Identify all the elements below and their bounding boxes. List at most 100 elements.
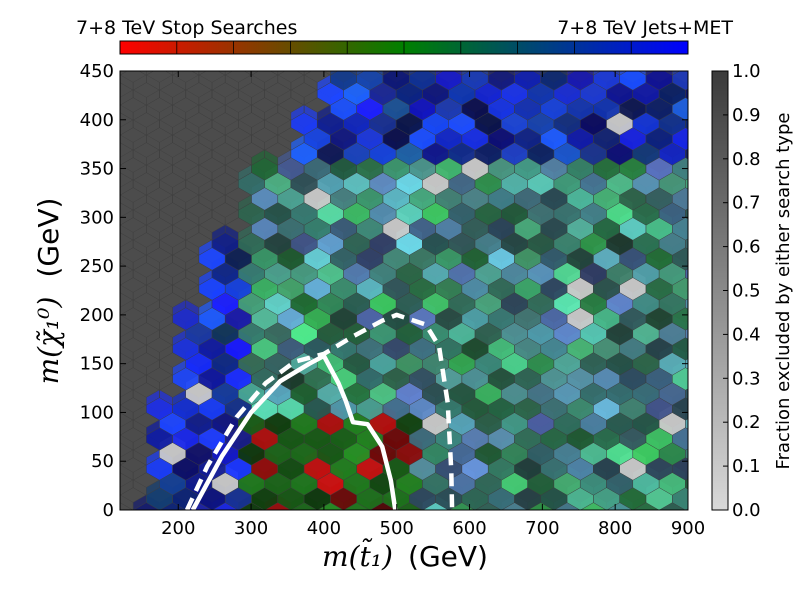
hex-cell [375, 71, 391, 76]
hex-cell [685, 110, 688, 130]
hex-cell [146, 71, 173, 91]
x-tick-label: 700 [525, 518, 559, 539]
hex-cell [685, 320, 688, 340]
hex-cell [132, 509, 135, 510]
side-colorbar-label: Fraction excluded by either search type [773, 113, 794, 470]
hex-cell [685, 350, 688, 370]
contour-dashed [184, 312, 455, 510]
y-axis-title-unit: (GeV) [32, 198, 65, 278]
hex-cell [658, 509, 660, 510]
hex-cell [81, 375, 107, 405]
x-axis: 200 300 400 500 600 700 800 900 [161, 71, 705, 539]
hex-cell [461, 71, 489, 91]
side-colorbar-tick-label: 0.9 [732, 105, 761, 126]
hex-cell [198, 71, 226, 91]
y-tick-label: 250 [80, 256, 114, 277]
hex-cell [217, 71, 233, 76]
x-tick-label: 900 [671, 518, 705, 539]
y-tick-label: 200 [80, 305, 114, 326]
hex-cell [330, 71, 357, 91]
hex-cell [685, 470, 688, 490]
hex-cell [120, 187, 121, 203]
side-colorbar-tick-label: 0.2 [732, 412, 761, 433]
y-axis-title-math: m(χ̃₁⁰) [32, 297, 65, 385]
y-tick-label: 50 [91, 451, 114, 472]
side-colorbar-tick-label: 0.6 [732, 237, 761, 258]
hex-cell [514, 71, 542, 91]
top-colorbar-ticks [176, 41, 632, 54]
hex-cell [427, 71, 444, 76]
hex-cell [81, 225, 107, 255]
y-tick-label: 350 [80, 159, 114, 180]
hex-cell [685, 380, 688, 400]
hex-cell [672, 71, 688, 91]
x-axis-title: m(t̃₁) (GeV) [322, 538, 488, 573]
hex-cell [685, 290, 688, 310]
hex-cell [356, 71, 384, 91]
x-tick-label: 800 [598, 518, 632, 539]
y-tick-label: 150 [80, 354, 114, 375]
hex-cell [120, 427, 121, 443]
hex-cell [685, 45, 711, 75]
x-tick-label: 600 [452, 518, 486, 539]
hex-cell [685, 230, 688, 250]
hex-cell [120, 71, 128, 76]
hex-cell [487, 71, 515, 91]
hex-cell [191, 71, 207, 76]
hex-cell [685, 410, 688, 430]
hex-cell [593, 71, 620, 91]
hex-cell [685, 200, 688, 220]
hex-cell [540, 71, 568, 91]
x-tick-label: 200 [161, 518, 195, 539]
y-tick-label: 400 [80, 110, 114, 131]
hex-cell [664, 71, 681, 76]
side-colorbar-tick-label: 0.7 [732, 193, 761, 214]
side-colorbar-ticks: 0.0 0.1 0.2 0.3 0.4 0.5 0.6 0.7 0.8 0.9 1.0 [723, 61, 761, 521]
hex-cell [533, 71, 549, 76]
hex-cell [685, 170, 688, 190]
hex-cell [645, 71, 673, 91]
hex-cell [277, 71, 305, 91]
hex-cell [296, 71, 312, 76]
y-tick-label: 450 [80, 61, 114, 82]
hex-cell [211, 509, 213, 510]
x-axis-title-unit: (GeV) [408, 540, 488, 573]
plot-frame [119, 70, 689, 511]
top-colorbar-right-label: 7+8 TeV Jets+MET [557, 17, 733, 39]
hex-cell [322, 71, 339, 76]
hex-cell [172, 71, 200, 91]
hex-cell [638, 71, 654, 76]
hex-cell [401, 71, 418, 76]
hex-cell [685, 260, 688, 280]
hex-cell [611, 71, 628, 76]
hex-cell [251, 71, 279, 91]
hex-cell [500, 509, 503, 510]
hex-cell [566, 71, 594, 91]
y-axis: 0 50 100 150 200 250 300 350 400 450 [80, 61, 688, 521]
hexbin-layer [81, 45, 711, 510]
x-tick-label: 400 [307, 518, 341, 539]
x-tick-label: 500 [380, 518, 414, 539]
hex-cell [435, 71, 463, 91]
side-colorbar-tick-label: 0.3 [732, 368, 761, 389]
hex-cell [579, 509, 582, 510]
hex-cell [506, 71, 523, 76]
hex-cell [224, 71, 252, 91]
y-tick-label: 0 [103, 500, 114, 521]
contour-layer [184, 312, 455, 510]
side-colorbar-tick-label: 1.0 [732, 61, 761, 82]
contour-solid [190, 353, 398, 510]
hex-cell [559, 71, 575, 76]
hex-cell [164, 71, 181, 76]
y-tick-label: 300 [80, 207, 114, 228]
hex-cell [382, 71, 410, 91]
hex-cell [619, 71, 647, 91]
hex-cell [685, 440, 688, 460]
hex-cell [290, 509, 292, 510]
x-tick-label: 300 [234, 518, 268, 539]
side-colorbar-tick-label: 0.8 [732, 149, 761, 170]
hex-cell [685, 80, 688, 100]
hex-cell [585, 71, 602, 76]
side-colorbar-tick-label: 0.1 [732, 456, 761, 477]
